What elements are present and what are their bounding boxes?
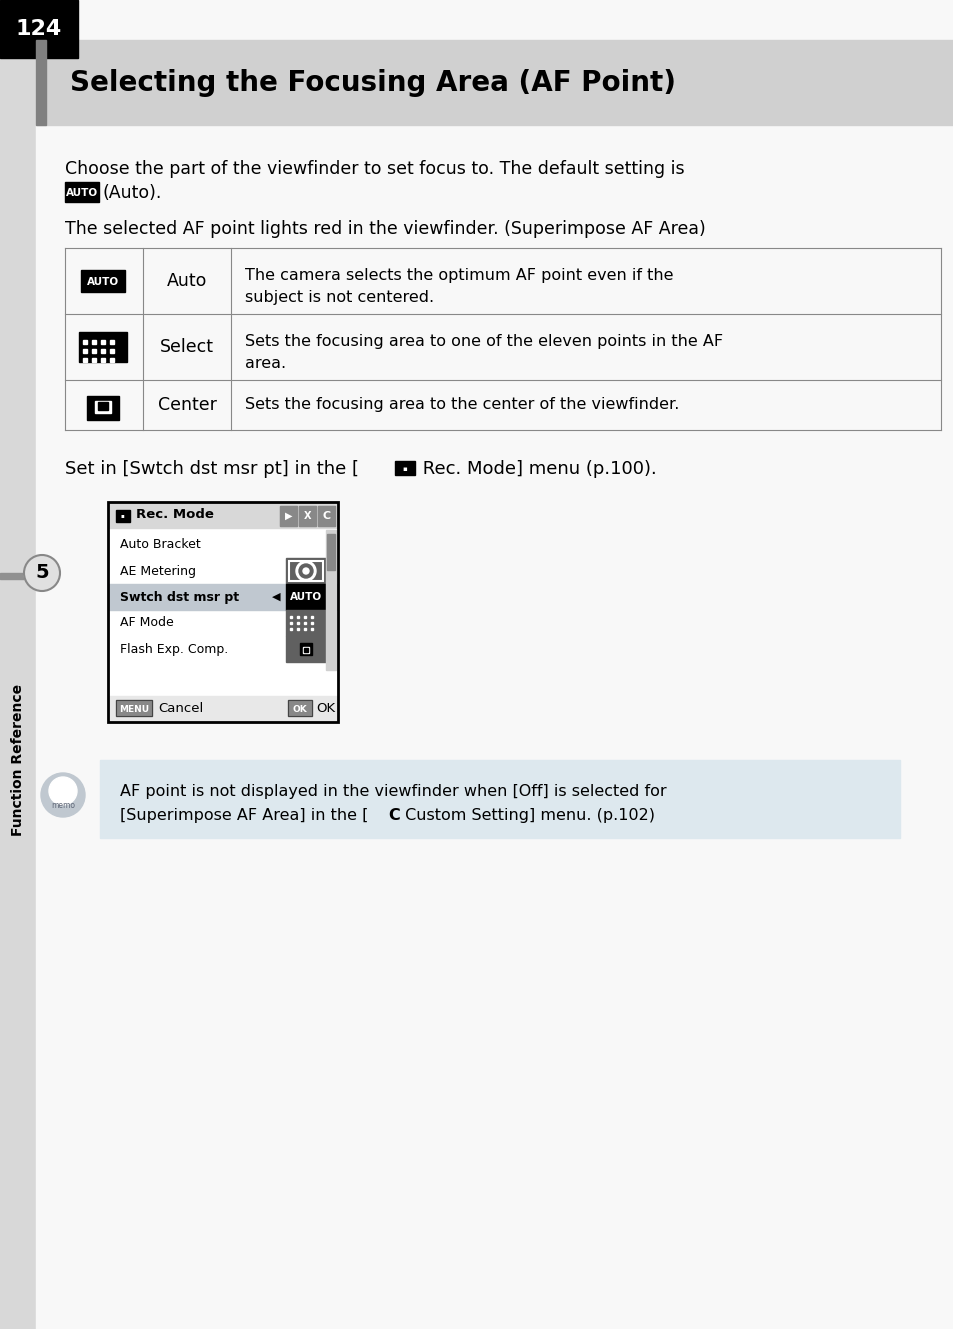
Text: Choose the part of the viewfinder to set focus to. The default setting is: Choose the part of the viewfinder to set… [65, 159, 684, 178]
Text: OK: OK [293, 704, 307, 714]
Bar [317, 506, 335, 526]
Text: Auto: Auto [167, 272, 207, 290]
Bar [87, 396, 119, 420]
Text: subject is not centered.: subject is not centered. [245, 290, 434, 304]
Text: AUTO: AUTO [290, 591, 322, 602]
Bar [109, 583, 336, 610]
Text: C: C [388, 808, 399, 823]
Text: 5: 5 [35, 563, 49, 582]
Bar [116, 700, 152, 716]
Bar [299, 643, 312, 655]
Bar [65, 182, 99, 202]
Bar [280, 506, 296, 526]
Text: Select: Select [160, 338, 213, 356]
Bar [79, 332, 127, 361]
Text: Cancel: Cancel [158, 703, 203, 715]
Bar [286, 610, 326, 637]
Text: ▪: ▪ [402, 466, 407, 472]
Circle shape [295, 561, 315, 581]
Bar [286, 583, 326, 610]
Bar [81, 270, 125, 292]
Text: C: C [322, 510, 331, 521]
Text: AUTO: AUTO [87, 276, 119, 287]
Text: Selecting the Focusing Area (AF Point): Selecting the Focusing Area (AF Point) [70, 69, 676, 97]
Circle shape [303, 567, 309, 574]
Bar [288, 700, 312, 716]
Text: Set in [Swtch dst msr pt] in the [: Set in [Swtch dst msr pt] in the [ [65, 460, 358, 478]
Bar [108, 502, 337, 722]
Bar [298, 506, 315, 526]
Text: Sets the focusing area to one of the eleven points in the AF: Sets the focusing area to one of the ele… [245, 334, 722, 350]
Bar [109, 696, 336, 722]
Text: AF Mode: AF Mode [120, 617, 173, 630]
Bar [0, 0, 78, 58]
Bar [317, 506, 335, 526]
Bar [326, 530, 335, 670]
Bar [116, 700, 152, 716]
Circle shape [298, 563, 313, 578]
Bar [280, 506, 296, 526]
Bar [298, 506, 315, 526]
Text: Function Reference: Function Reference [11, 684, 25, 836]
Bar [298, 506, 315, 526]
Bar [288, 700, 312, 716]
Text: ◀: ◀ [272, 591, 280, 602]
Bar [395, 461, 415, 474]
Bar [0, 573, 50, 579]
Bar [0, 0, 36, 1329]
Bar [95, 401, 111, 413]
Text: AUTO: AUTO [66, 187, 98, 198]
Text: [Superimpose AF Area] in the [: [Superimpose AF Area] in the [ [120, 808, 368, 823]
Bar [116, 510, 130, 522]
Bar [109, 502, 336, 528]
Bar [303, 647, 309, 653]
Bar [36, 40, 953, 125]
Text: ▪: ▪ [120, 513, 124, 518]
Text: MENU: MENU [119, 704, 149, 714]
Bar [36, 40, 46, 125]
Text: memo: memo [51, 800, 75, 809]
Bar [286, 558, 326, 583]
Text: Custom Setting] menu. (p.102): Custom Setting] menu. (p.102) [399, 808, 655, 823]
Text: (Auto).: (Auto). [103, 183, 162, 202]
Bar [100, 760, 899, 839]
Text: X: X [303, 510, 311, 521]
Text: Sets the focusing area to the center of the viewfinder.: Sets the focusing area to the center of … [245, 397, 679, 412]
Text: AE Metering: AE Metering [120, 565, 195, 578]
Text: Flash Exp. Comp.: Flash Exp. Comp. [120, 642, 228, 655]
Circle shape [49, 777, 77, 805]
Bar [280, 506, 296, 526]
Text: Center: Center [157, 396, 216, 415]
Text: Swtch dst msr pt: Swtch dst msr pt [120, 590, 239, 603]
Text: 124: 124 [16, 19, 62, 39]
Text: The selected AF point lights red in the viewfinder. (Superimpose AF Area): The selected AF point lights red in the … [65, 221, 705, 238]
Text: Rec. Mode: Rec. Mode [136, 509, 213, 521]
Bar [304, 649, 308, 653]
Circle shape [41, 773, 85, 817]
Bar [286, 637, 326, 662]
Text: ▶: ▶ [284, 510, 292, 521]
Bar [108, 502, 337, 722]
Text: area.: area. [245, 356, 286, 371]
Text: Auto Bracket: Auto Bracket [120, 538, 200, 552]
Text: Rec. Mode] menu (p.100).: Rec. Mode] menu (p.100). [416, 460, 656, 478]
Bar [317, 506, 335, 526]
Text: AF point is not displayed in the viewfinder when [Off] is selected for: AF point is not displayed in the viewfin… [120, 784, 666, 799]
Bar [289, 561, 323, 581]
Bar [98, 401, 108, 411]
Circle shape [24, 556, 60, 591]
Text: OK: OK [315, 703, 335, 715]
Bar [327, 534, 335, 570]
Text: The camera selects the optimum AF point even if the: The camera selects the optimum AF point … [245, 268, 673, 283]
